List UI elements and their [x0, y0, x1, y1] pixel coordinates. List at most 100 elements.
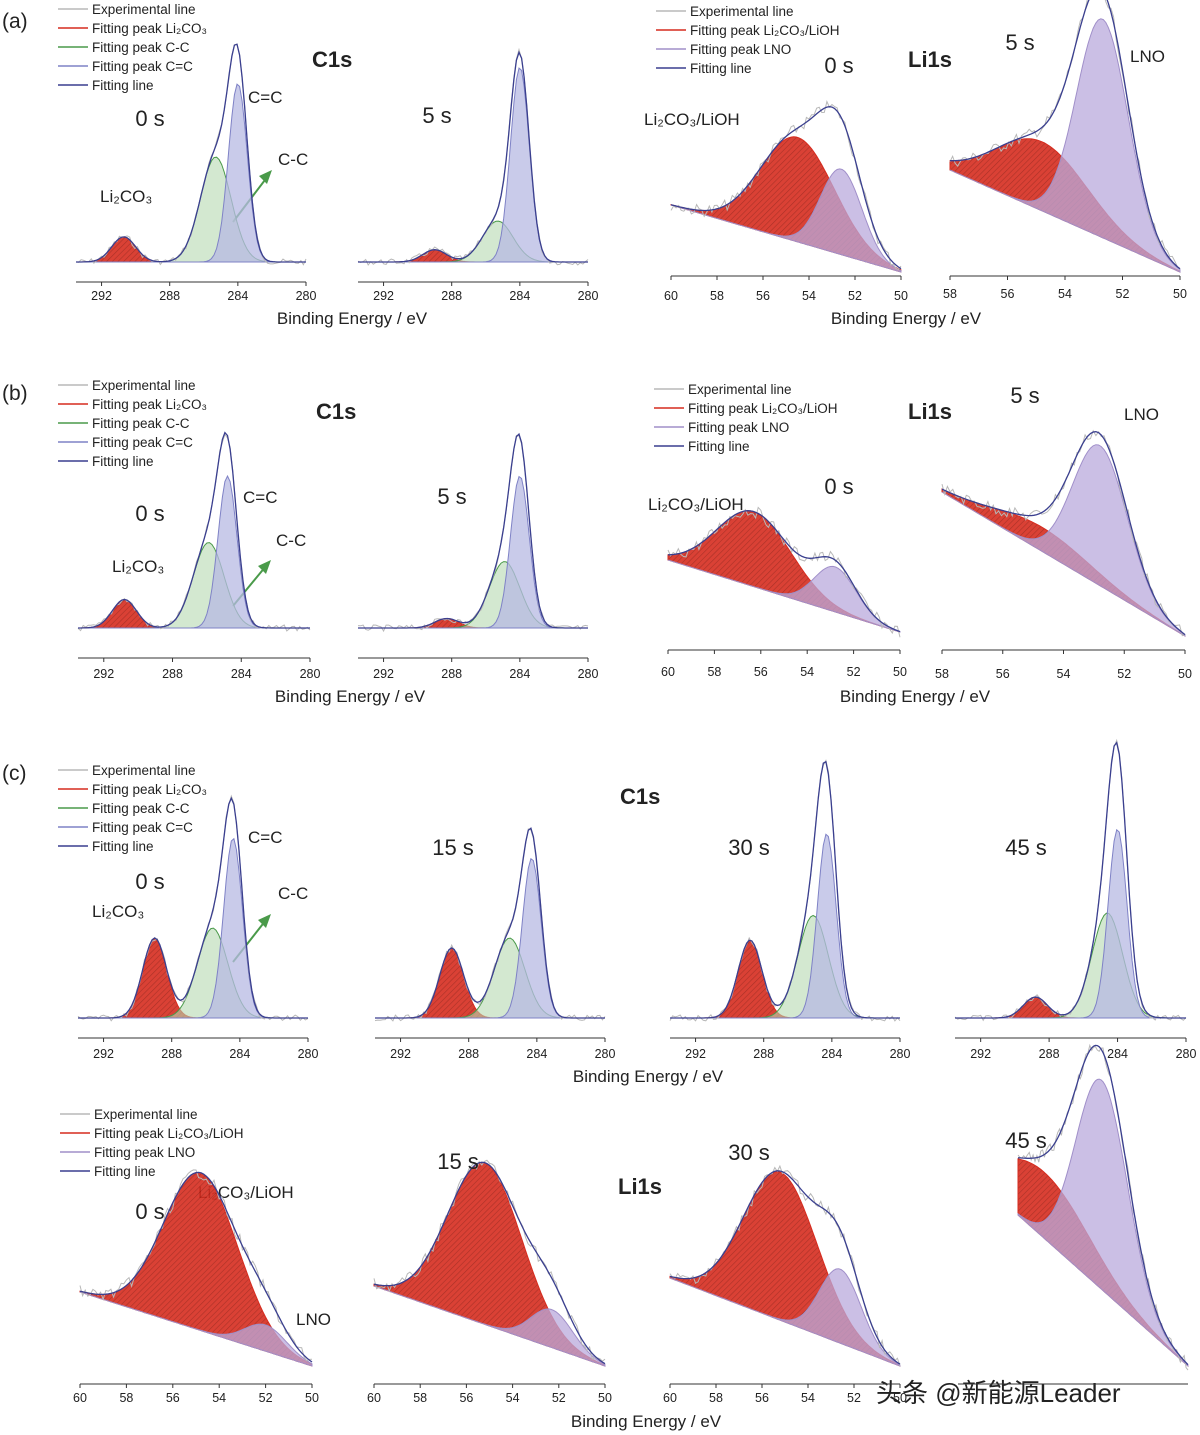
legend-b-li1s: Experimental line Fitting peak Li₂CO₃/LiO…	[654, 382, 838, 454]
axis-title-c-li1s: Binding Energy / eV	[571, 1412, 722, 1431]
x-tick-label: 280	[298, 1047, 319, 1061]
annot-li2co3-lioh-b: Li₂CO₃/LiOH	[648, 495, 744, 514]
fitting-line-a-c1s-0s	[76, 43, 306, 263]
legends-layer: Experimental line Fitting peak Li₂CO₃ Fitt…	[58, 2, 840, 1179]
fitting-line-b-c1s-0s	[78, 431, 310, 629]
time-label-c-li1s-15s: 15 s	[437, 1149, 479, 1174]
peak-ceqc-c-c1s-30s	[670, 833, 900, 1019]
axis-title-a-li1s: Binding Energy / eV	[831, 309, 982, 328]
peak-ceqc-b-c1s-0s	[78, 474, 310, 629]
experimental-line-a-c1s-5s	[357, 47, 589, 266]
x-tick-label: 284	[509, 289, 530, 303]
time-label-b-c1s-5s: 5 s	[437, 484, 466, 509]
x-tick-label: 280	[578, 289, 599, 303]
x-tick-label: 58	[709, 1391, 723, 1405]
time-label-c-c1s-45s: 45 s	[1005, 835, 1047, 860]
x-tick-label: 284	[509, 667, 530, 681]
fitting-line-c-c1s-45s	[955, 741, 1186, 1019]
x-tick-label: 280	[1176, 1047, 1197, 1061]
time-label-c-c1s-15s: 15 s	[432, 835, 474, 860]
time-label-c-li1s-45s: 45 s	[1005, 1128, 1047, 1153]
x-tick-label: 284	[231, 667, 252, 681]
arrow-head-cc-c	[258, 914, 271, 928]
li1s-title-a: Li1s	[908, 47, 952, 72]
experimental-line-c-c1s-15s	[374, 828, 606, 1022]
x-tick-label: 52	[1117, 667, 1131, 681]
time-label-b-li1s-5s: 5 s	[1010, 383, 1039, 408]
c1s-title-a: C1s	[312, 47, 352, 72]
x-tick-label: 280	[595, 1047, 616, 1061]
time-label-c-c1s-0s: 0 s	[135, 869, 164, 894]
legend-entry: Fitting peak LNO	[690, 42, 791, 57]
fitting-line-b-li1s-5s	[941, 431, 1186, 636]
x-tick-label: 292	[970, 1047, 991, 1061]
x-tick-label: 280	[296, 289, 317, 303]
legend-entry: Fitting peak Li₂CO₃	[92, 782, 207, 797]
x-tick-label: 52	[552, 1391, 566, 1405]
experimental-line-c-li1s-45s	[1017, 1043, 1189, 1371]
x-tick-label: 288	[1039, 1047, 1060, 1061]
annot-li2co3-c: Li₂CO₃	[92, 902, 144, 921]
peak-lno-b-li1s-5s	[941, 444, 1186, 637]
axis-title-b-li1s: Binding Energy / eV	[840, 687, 991, 706]
annot-lno-c: LNO	[296, 1310, 331, 1329]
plots-layer: 292 288 284 280 0 s 292 288 284 280 5 s 60 58 56 54 52…	[73, 0, 1196, 1405]
panel-label-b: (b)	[2, 382, 28, 405]
x-tick-label: 58	[707, 665, 721, 679]
annot-lno-b: LNO	[1124, 405, 1159, 424]
fitting-line-a-li1s-0s	[670, 106, 902, 270]
fitting-line-b-li1s-0s	[667, 510, 901, 633]
x-tick-label: 60	[661, 665, 675, 679]
time-label-b-c1s-0s: 0 s	[135, 501, 164, 526]
x-tick-label: 50	[893, 665, 907, 679]
arrow-head-cc-a	[259, 170, 272, 184]
x-tick-label: 284	[821, 1047, 842, 1061]
panel-label-c: (c)	[2, 762, 27, 785]
x-tick-label: 58	[943, 287, 957, 301]
x-tick-label: 50	[598, 1391, 612, 1405]
fitting-line-c-li1s-0s	[79, 1171, 313, 1363]
peak-ceqc-c-c1s-15s	[375, 857, 605, 1019]
legend-entry: Fitting peak Li₂CO₃	[92, 397, 207, 412]
peak-lno-b-li1s-0s	[667, 559, 901, 633]
legend-entry: Fitting peak C=C	[92, 435, 193, 450]
x-tick-label: 58	[710, 289, 724, 303]
x-tick-label: 288	[441, 289, 462, 303]
legend-b-c1s: Experimental line Fitting peak Li₂CO₃ Fitt…	[58, 378, 207, 469]
peak-ceqc-c-c1s-45s	[955, 828, 1186, 1019]
x-tick-label: 292	[91, 289, 112, 303]
li1s-title-b: Li1s	[908, 399, 952, 424]
x-tick-label: 56	[996, 667, 1010, 681]
x-tick-label: 54	[1057, 667, 1071, 681]
legend-entry: Fitting peak Li₂CO₃/LiOH	[690, 23, 840, 38]
arrow-head-cc-b	[258, 560, 271, 574]
x-tick-label: 50	[1173, 287, 1187, 301]
legend-entry: Experimental line	[688, 382, 792, 397]
fitting-line-c-li1s-30s	[669, 1170, 901, 1365]
x-tick-label: 56	[755, 1391, 769, 1405]
x-tick-label: 60	[367, 1391, 381, 1405]
x-tick-label: 52	[847, 665, 861, 679]
fitting-line-a-c1s-5s	[358, 50, 588, 263]
x-tick-label: 52	[848, 289, 862, 303]
time-label-a-li1s-0s: 0 s	[824, 53, 853, 78]
x-tick-label: 284	[1107, 1047, 1128, 1061]
legend-entry: Fitting peak C=C	[92, 59, 193, 74]
fitting-line-c-li1s-45s	[1017, 1044, 1189, 1366]
x-tick-label: 54	[212, 1391, 226, 1405]
peak-cc-a-c1s-5s	[358, 220, 588, 263]
fitting-line-c-c1s-15s	[375, 827, 605, 1019]
peak-ceqc-c-c1s-0s	[78, 837, 308, 1019]
x-tick-label: 284	[526, 1047, 547, 1061]
x-tick-label: 292	[93, 1047, 114, 1061]
peak-ceqc-b-c1s-5s	[358, 475, 588, 629]
c1s-title-b: C1s	[316, 399, 356, 424]
legend-entry: Fitting peak LNO	[688, 420, 789, 435]
x-tick-label: 52	[847, 1391, 861, 1405]
x-tick-label: 60	[73, 1391, 87, 1405]
legend-entry: Fitting peak C=C	[92, 820, 193, 835]
legend-entry: Experimental line	[690, 4, 794, 19]
x-tick-label: 54	[1058, 287, 1072, 301]
legend-entry: Fitting line	[688, 439, 750, 454]
